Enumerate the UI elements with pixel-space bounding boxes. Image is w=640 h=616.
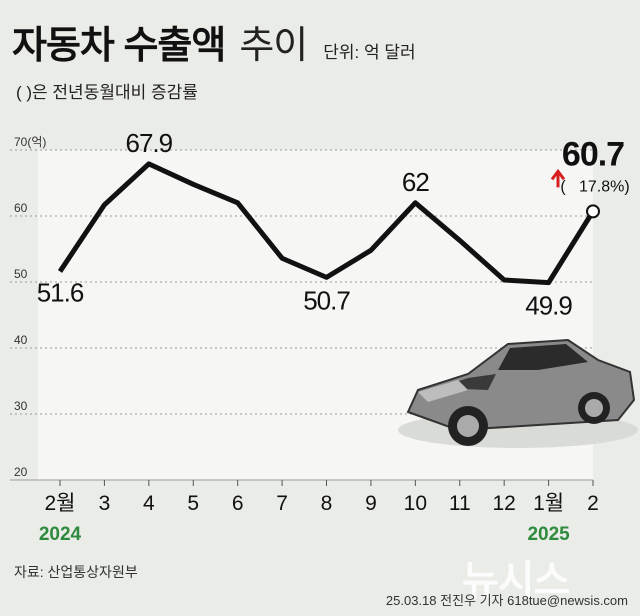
y-tick-label: 30 — [14, 399, 28, 413]
x-tick-label: 3 — [99, 492, 111, 515]
y-tick-label: 40 — [14, 333, 28, 347]
y-tick-label: 50 — [14, 267, 28, 281]
highlight-value-label: 60.7 — [562, 135, 624, 173]
chart-subtitle: ( )은 전년동월대비 증감률 — [16, 83, 198, 102]
chart-title: 자동차 수출액 — [12, 25, 226, 67]
credit-line: 25.03.18 전진우 기자 618tue@newsis.com — [385, 593, 628, 608]
highlight-marker — [586, 204, 600, 219]
source-note: 자료: 산업통상자원부 — [14, 564, 138, 580]
unit-label: 단위: 억 달러 — [323, 43, 416, 62]
up-arrow-icon — [550, 168, 566, 188]
x-axis: 2월 3 4 5 6 7 8 9 10 11 12 1월 2 2024 2025 — [39, 480, 599, 545]
chart-title-suffix: 추이 — [239, 25, 308, 67]
x-tick-label: 2월 — [45, 492, 76, 515]
data-label: 62 — [402, 167, 429, 197]
y-axis-ticks: 20 30 40 50 60 70(억) — [14, 135, 46, 479]
series-line — [57, 161, 596, 286]
x-tick-label: 2 — [587, 492, 599, 515]
x-tick-label: 11 — [449, 492, 471, 515]
x-tick-label: 4 — [143, 492, 155, 515]
x-tick-label: 1월 — [533, 492, 564, 515]
highlight-change-label: ( 17.8%) — [560, 178, 629, 195]
y-tick-label: 20 — [14, 465, 28, 479]
data-label: 50.7 — [303, 285, 350, 315]
y-tick-label: 70(억) — [14, 135, 46, 149]
data-label: 51.6 — [37, 277, 84, 307]
year-label: 2025 — [527, 524, 570, 545]
x-tick-label: 7 — [276, 492, 288, 515]
x-tick-label: 9 — [365, 492, 377, 515]
data-label: 49.9 — [525, 291, 572, 321]
header: 자동차 수출액 추이 단위: 억 달러 — [12, 14, 416, 69]
data-labels: 51.6 67.9 50.7 62 49.9 60.7 ( 17.8%) — [37, 128, 630, 321]
watermark: 뉴시스 — [462, 559, 570, 603]
x-tick-label: 10 — [404, 492, 427, 515]
data-label: 67.9 — [126, 128, 173, 158]
year-label: 2024 — [39, 524, 82, 545]
x-tick-label: 8 — [321, 492, 333, 515]
x-tick-label: 5 — [187, 492, 199, 515]
y-tick-label: 60 — [14, 201, 28, 215]
car-illustration — [398, 338, 638, 448]
x-tick-label: 12 — [492, 492, 515, 515]
x-tick-label: 6 — [232, 492, 244, 515]
